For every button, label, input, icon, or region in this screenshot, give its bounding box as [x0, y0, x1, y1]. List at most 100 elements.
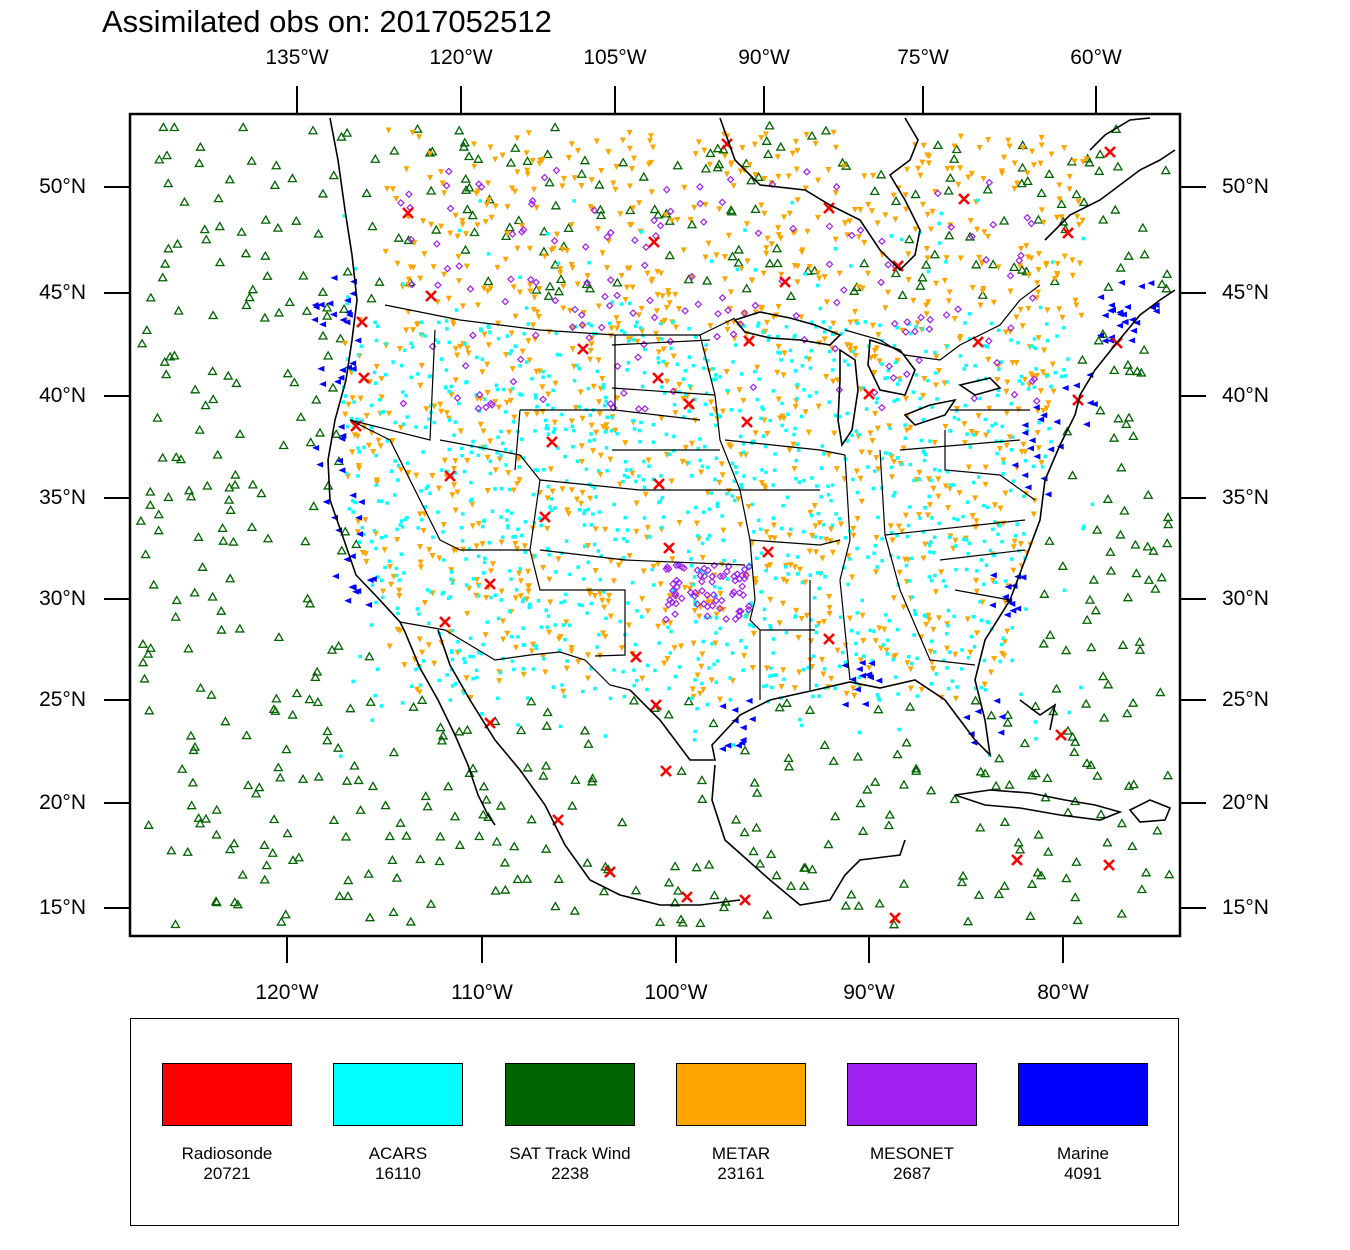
acars-marker	[939, 211, 944, 216]
acars-marker	[563, 454, 567, 459]
radiosonde-marker	[539, 511, 551, 523]
acars-marker	[358, 654, 362, 659]
metar-marker	[661, 317, 668, 324]
sat-track-wind-marker	[464, 768, 475, 777]
metar-marker	[762, 131, 769, 138]
metar-marker	[798, 249, 805, 256]
acars-marker	[968, 445, 972, 449]
acars-marker	[952, 614, 956, 619]
metar-marker	[864, 270, 871, 277]
metar-marker	[516, 289, 523, 296]
metar-marker	[659, 293, 666, 300]
metar-marker	[469, 523, 476, 530]
sat-track-wind-marker	[830, 811, 841, 821]
sat-track-wind-marker	[195, 141, 206, 151]
sat-track-wind-marker	[1071, 856, 1082, 866]
acars-marker	[621, 479, 625, 484]
mesonet-marker	[640, 340, 648, 349]
acars-marker	[807, 394, 812, 398]
metar-marker	[642, 491, 649, 498]
sat-track-wind-marker	[982, 184, 993, 194]
acars-marker	[772, 468, 777, 472]
metar-marker	[495, 404, 502, 411]
acars-marker	[394, 573, 399, 578]
acars-marker	[653, 668, 657, 673]
marine-marker	[316, 461, 324, 468]
acars-marker	[596, 549, 601, 553]
radiosonde-marker	[823, 202, 835, 214]
acars-marker	[374, 338, 379, 343]
marine-marker	[1090, 401, 1098, 408]
acars-marker	[799, 414, 804, 419]
mesonet-marker	[877, 403, 886, 412]
metar-marker	[578, 458, 585, 465]
sat-track-wind-marker	[828, 755, 839, 765]
metar-marker	[815, 620, 822, 627]
metar-marker	[1066, 173, 1073, 180]
acars-marker	[764, 568, 768, 573]
metar-marker	[749, 665, 756, 672]
metar-marker	[1023, 243, 1030, 250]
acars-marker	[513, 344, 518, 348]
acars-marker	[793, 426, 797, 431]
sat-track-wind-marker	[1084, 594, 1096, 604]
metar-marker	[454, 489, 461, 496]
sat-track-wind-marker	[1067, 731, 1078, 741]
sat-track-wind-marker	[254, 782, 265, 792]
acars-marker	[932, 650, 937, 654]
sat-track-wind-marker	[663, 709, 674, 719]
acars-marker	[894, 675, 898, 679]
acars-marker	[961, 514, 965, 519]
metar-marker	[561, 175, 568, 182]
acars-marker	[843, 359, 847, 363]
acars-marker	[424, 486, 429, 491]
acars-marker	[696, 657, 701, 661]
metar-marker	[675, 306, 682, 313]
sat-track-wind-marker	[625, 205, 636, 215]
metar-marker	[1076, 222, 1083, 229]
metar-marker	[389, 437, 396, 444]
metar-marker	[988, 669, 995, 676]
acars-marker	[876, 515, 880, 520]
acars-marker	[518, 392, 522, 396]
metar-marker	[949, 165, 956, 172]
metar-marker	[441, 271, 448, 278]
metar-marker	[661, 620, 668, 627]
metar-marker	[464, 457, 471, 464]
metar-marker	[957, 165, 964, 172]
acars-marker	[635, 609, 639, 613]
metar-marker	[705, 600, 712, 607]
acars-marker	[536, 468, 540, 473]
sat-track-wind-marker	[1162, 512, 1174, 522]
left-tick	[104, 292, 130, 294]
sat-track-wind-marker	[1150, 583, 1161, 593]
acars-marker	[822, 452, 826, 456]
sat-track-wind-marker	[188, 745, 199, 755]
metar-marker	[555, 556, 562, 563]
mesonet-marker	[768, 180, 777, 189]
sat-track-wind-marker	[301, 305, 313, 315]
acars-marker	[811, 694, 815, 699]
metar-marker	[488, 568, 495, 575]
top-tick	[1095, 86, 1097, 113]
metar-marker	[985, 356, 992, 363]
acars-marker	[434, 338, 438, 342]
metar-marker	[484, 361, 491, 368]
mesonet-marker	[699, 218, 708, 226]
metar-marker	[775, 173, 782, 180]
acars-marker	[661, 515, 666, 519]
metar-marker	[945, 298, 952, 305]
sat-track-wind-marker	[363, 868, 374, 878]
acars-marker	[849, 628, 854, 633]
acars-marker	[800, 364, 805, 368]
metar-marker	[525, 338, 532, 345]
metar-marker	[488, 214, 495, 221]
legend-count: 16110	[374, 1164, 421, 1183]
metar-marker	[781, 214, 788, 221]
sat-track-wind-marker	[1002, 717, 1013, 727]
legend-count: 4091	[1064, 1164, 1102, 1183]
mesonet-marker	[656, 221, 665, 230]
metar-marker	[539, 653, 546, 660]
acars-marker	[510, 634, 514, 639]
mesonet-marker	[745, 602, 753, 611]
